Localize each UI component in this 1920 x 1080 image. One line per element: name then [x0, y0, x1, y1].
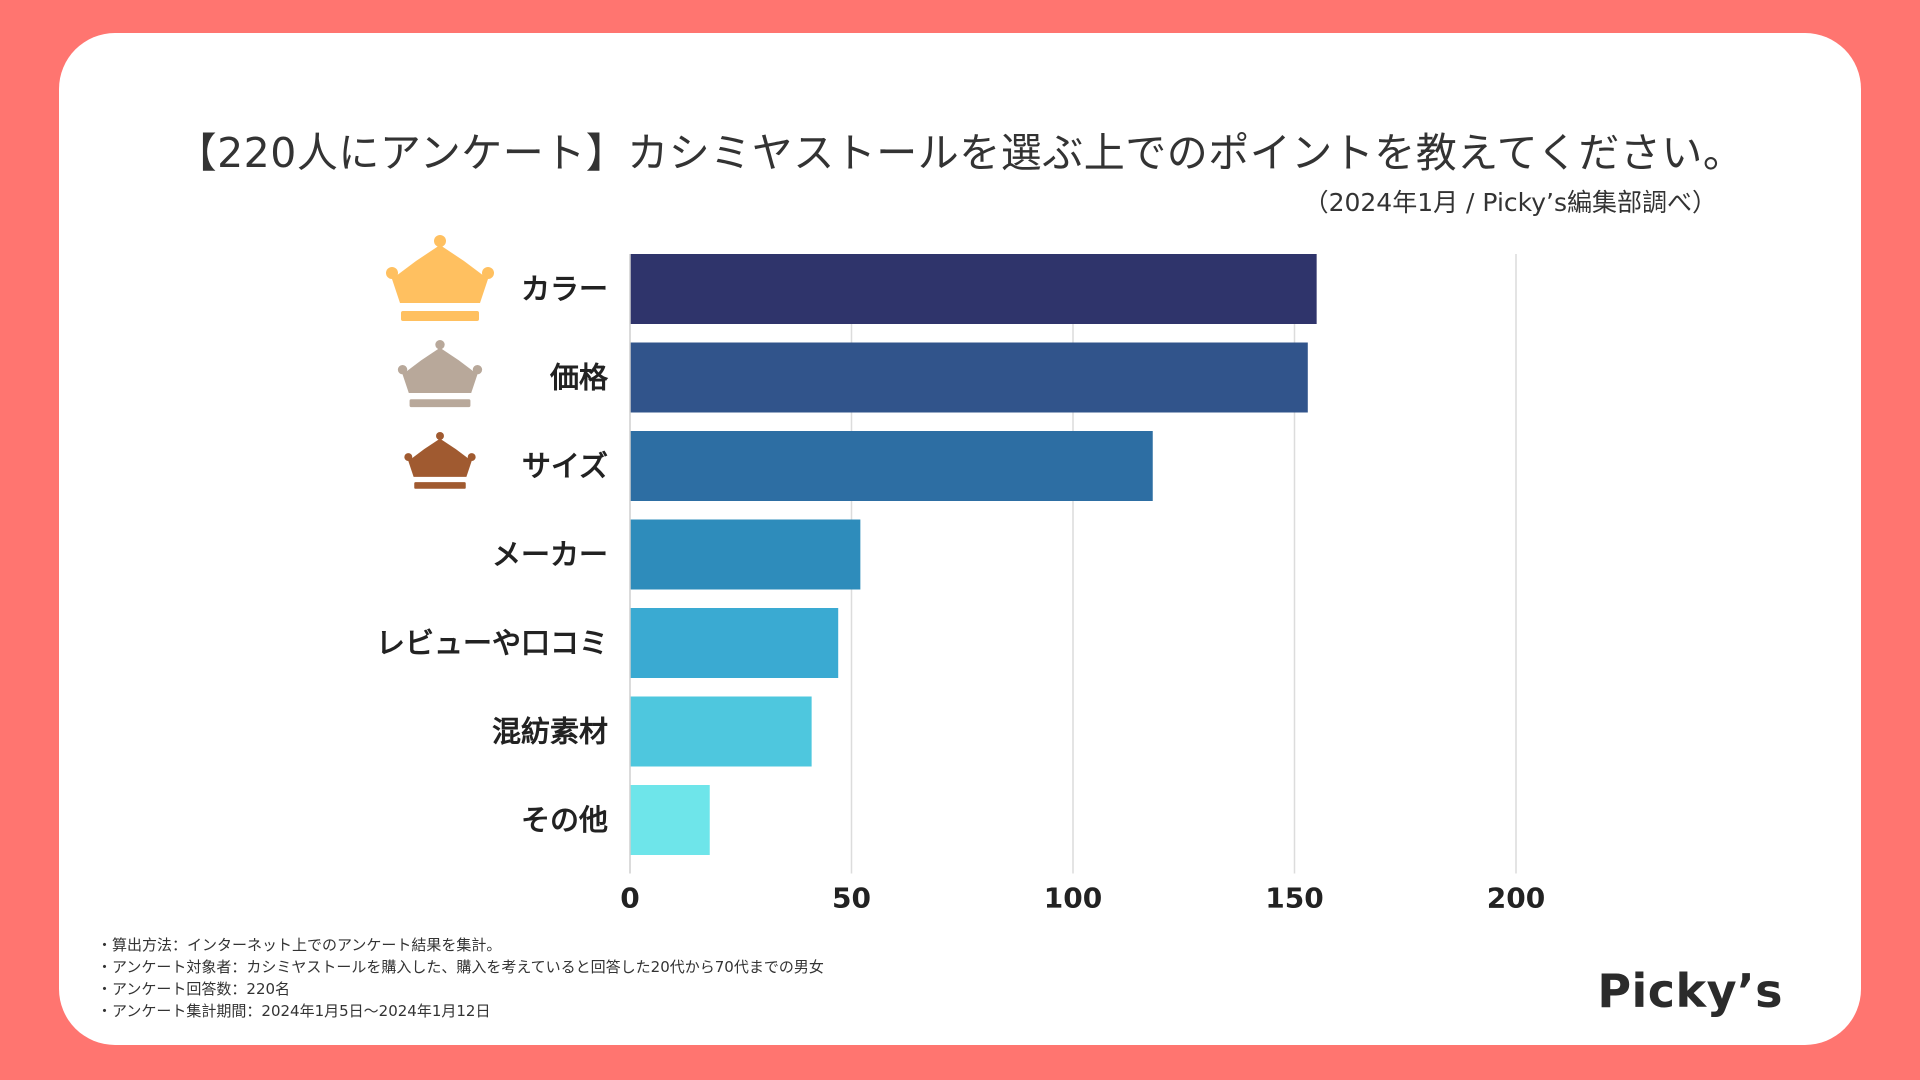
picky-logo: Picky’s [1597, 964, 1783, 1018]
bar-4 [630, 519, 861, 590]
x-tick-label: 50 [832, 882, 871, 915]
bar-1 [630, 254, 1317, 324]
category-label: その他 [521, 803, 608, 837]
category-label: メーカー [492, 538, 608, 572]
note-period: ・アンケート集計期間：2024年1月5日〜2024年1月12日 [97, 1002, 491, 1020]
chart-subtitle: （2024年1月 / Picky’s編集部調べ） [1303, 188, 1717, 217]
x-tick-label: 200 [1487, 882, 1545, 915]
note-method: ・算出方法：インターネット上でのアンケート結果を集計。 [97, 936, 502, 954]
note-target: ・アンケート対象者：カシミヤストールを購入した、購入を考えていると回答した20代… [97, 958, 824, 976]
category-label: サイズ [522, 449, 608, 483]
bronze-crown-icon [404, 432, 476, 489]
bar-7 [630, 785, 710, 855]
survey-notes: ・算出方法：インターネット上でのアンケート結果を集計。 ・アンケート対象者：カシ… [97, 934, 824, 1022]
category-label: 混紡素材 [492, 715, 608, 749]
bar-5 [630, 608, 839, 678]
bar-6 [630, 696, 812, 767]
gold-crown-icon [386, 235, 494, 321]
bar-3 [630, 431, 1153, 501]
x-tick-label: 0 [620, 882, 639, 915]
category-label: カラー [521, 272, 608, 306]
chart-title: 【220人にアンケート】カシミヤストールを選ぶ上でのポイントを教えてください。 [175, 129, 1745, 177]
x-tick-label: 150 [1265, 882, 1323, 915]
silver-crown-icon [397, 340, 483, 408]
category-label: 価格 [549, 361, 609, 395]
card-background [59, 33, 1861, 1045]
x-tick-label: 100 [1044, 882, 1102, 915]
note-respondents: ・アンケート回答数：220名 [97, 980, 291, 998]
bar-2 [630, 342, 1308, 413]
category-label: レビューや口コミ [376, 626, 608, 660]
